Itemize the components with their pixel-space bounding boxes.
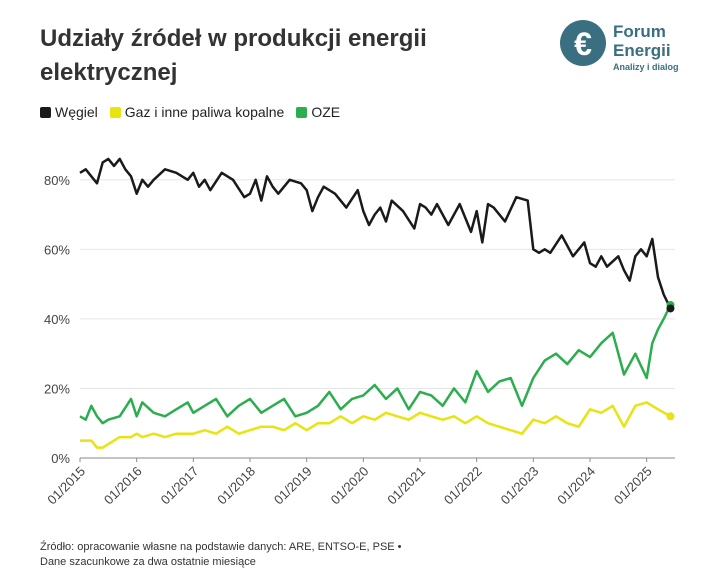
series-line-2 [79,304,672,425]
x-tick-label: 01/2020 [328,464,372,508]
legend-swatch-renewables [296,106,308,118]
x-tick-label: 01/2022 [441,464,485,508]
legend-item-coal: Węgiel [40,104,98,120]
logo-name-line1: Forum [613,22,666,41]
logo-tagline: Analizy i dialog [613,62,679,72]
x-tick-label: 01/2024 [554,464,598,508]
legend-item-gas: Gaz i inne paliwa kopalne [109,104,285,120]
legend-label-coal: Węgiel [55,104,98,120]
x-tick-label: 01/2016 [101,464,145,508]
y-tick-label: 80% [44,173,70,188]
y-tick-label: 60% [44,242,70,257]
forum-energii-logo: € Forum Energii Analizy i dialog [560,18,710,73]
legend-swatch-coal [40,106,51,118]
x-tick-label: 01/2023 [498,464,542,508]
legend-label-gas: Gaz i inne paliwa kopalne [124,104,285,120]
legend-item-renewables: OZE [296,104,340,120]
x-tick-label: 01/2021 [384,464,428,508]
series-line-0 [79,157,672,310]
series-end-point-1 [666,412,675,421]
x-tick-label: 01/2017 [158,464,202,508]
chart-footer: Źródło: opracowanie własne na podstawie … [40,540,402,570]
x-tick-label: 01/2019 [271,464,315,508]
footer-source: Źródło: opracowanie własne na podstawie … [40,541,402,553]
y-tick-label: 20% [44,381,70,396]
x-tick-label: 01/2018 [214,464,258,508]
forum-energii-logo-icon: € [574,26,592,62]
footer-note: Dane szacunkowe za dwa ostatnie miesiące [40,556,256,568]
x-tick-label: 01/2025 [611,464,655,508]
series-end-point-0 [666,304,675,313]
y-tick-label: 0% [51,451,70,466]
y-tick-label: 40% [44,312,70,327]
chart-title: Udziały źródeł w produkcji energii elekt… [40,25,427,86]
legend-swatch-gas [109,106,121,118]
logo-name-line2: Energii [613,41,671,60]
logo-circle: € [560,20,606,66]
logo-name: Forum Energii [613,22,671,60]
chart-legend: Węgiel Gaz i inne paliwa kopalne OZE [40,104,340,120]
series-line-1 [80,401,672,449]
x-tick-label: 01/2015 [44,464,88,508]
legend-label-renewables: OZE [311,104,341,120]
